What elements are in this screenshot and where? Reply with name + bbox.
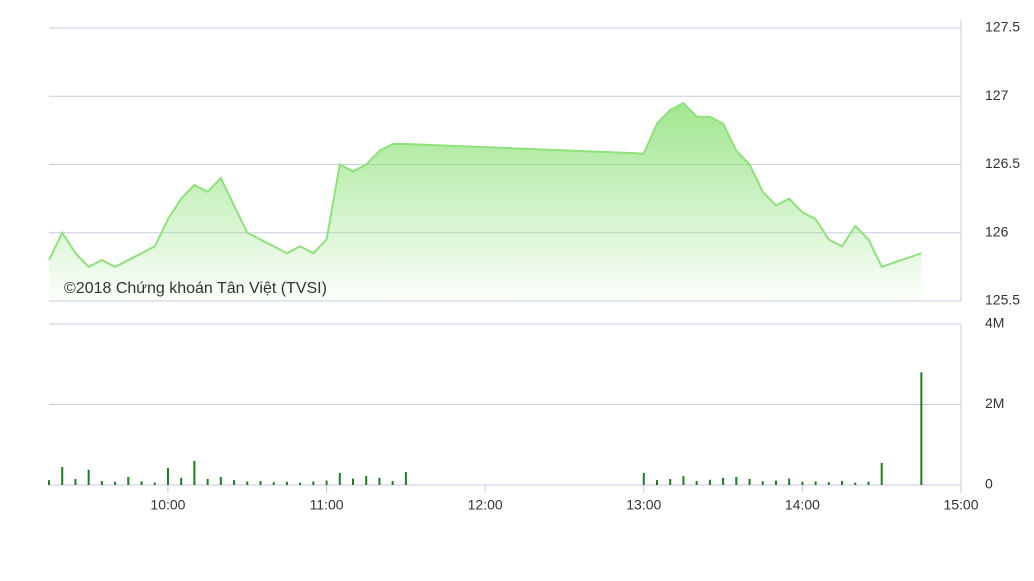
volume-bar bbox=[695, 480, 698, 485]
x-tick-label: 13:00 bbox=[626, 497, 661, 513]
volume-bar bbox=[841, 480, 844, 485]
volume-bar bbox=[127, 476, 130, 485]
volume-bar bbox=[259, 480, 262, 485]
volume-bar bbox=[365, 476, 368, 485]
volume-bar bbox=[87, 469, 90, 485]
volume-bar bbox=[352, 478, 354, 485]
volume-bar bbox=[246, 481, 249, 485]
volume-bar bbox=[299, 482, 302, 485]
volume-bar bbox=[378, 477, 381, 485]
y-tick-label: 126.5 bbox=[985, 155, 1020, 171]
volume-bar bbox=[920, 372, 923, 485]
copyright: ©2018 Chứng khoán Tân Việt (TVSI) bbox=[64, 280, 327, 297]
volume-bar bbox=[761, 481, 764, 485]
volume-bar bbox=[285, 481, 288, 485]
volume-bar bbox=[642, 472, 645, 485]
volume-bar bbox=[801, 481, 804, 485]
volume-bar bbox=[74, 478, 77, 485]
volume-bar bbox=[219, 476, 222, 485]
volume-bar bbox=[48, 480, 50, 485]
volume-bar bbox=[867, 481, 870, 485]
y-tick-label: 2M bbox=[985, 395, 1004, 411]
volume-bar bbox=[312, 481, 315, 485]
volume-bar bbox=[61, 466, 64, 485]
volume-bar bbox=[827, 482, 830, 485]
volume-bar bbox=[206, 478, 209, 485]
volume-bar bbox=[854, 482, 857, 485]
volume-bar bbox=[774, 480, 777, 485]
volume-bar bbox=[708, 479, 711, 485]
x-tick-label: 11:00 bbox=[310, 497, 344, 513]
area bbox=[49, 103, 922, 301]
volume-bar bbox=[722, 477, 725, 485]
volume-bar bbox=[100, 480, 103, 485]
volume-bar bbox=[193, 460, 196, 485]
volume-bar bbox=[166, 468, 169, 485]
y-tick-label: 4M bbox=[985, 315, 1004, 331]
volume-bar bbox=[272, 482, 275, 485]
volume-bar bbox=[114, 481, 117, 485]
volume-bar bbox=[735, 476, 738, 485]
y-tick-label: 127 bbox=[985, 87, 1009, 103]
volume-bar bbox=[682, 476, 685, 485]
volume-bar bbox=[880, 462, 883, 485]
volume-bar bbox=[788, 478, 791, 485]
volume-bar bbox=[153, 482, 156, 485]
y-tick-label: 125.5 bbox=[985, 292, 1020, 308]
volume-bar bbox=[180, 477, 183, 485]
volume-bar bbox=[748, 478, 751, 485]
volume-bar bbox=[404, 472, 407, 485]
x-tick-label: 12:00 bbox=[468, 497, 503, 513]
volume-bar bbox=[669, 478, 672, 485]
x-tick-label: 15:00 bbox=[943, 497, 978, 513]
volume-bar bbox=[338, 472, 341, 485]
volume-bar bbox=[325, 480, 328, 485]
x-tick-label: 14:00 bbox=[785, 497, 820, 513]
y-tick-label: 0 bbox=[985, 476, 993, 492]
volume-bar bbox=[656, 480, 658, 485]
volume-bar bbox=[233, 480, 236, 485]
volume-bar bbox=[140, 481, 143, 485]
volume-bar bbox=[814, 481, 817, 485]
price-line bbox=[48, 101, 922, 269]
y-tick-label: 127.5 bbox=[985, 19, 1020, 35]
x-tick-label: 10:00 bbox=[150, 497, 185, 513]
y-tick-label: 126 bbox=[985, 223, 1009, 239]
volume-bar bbox=[391, 480, 394, 485]
